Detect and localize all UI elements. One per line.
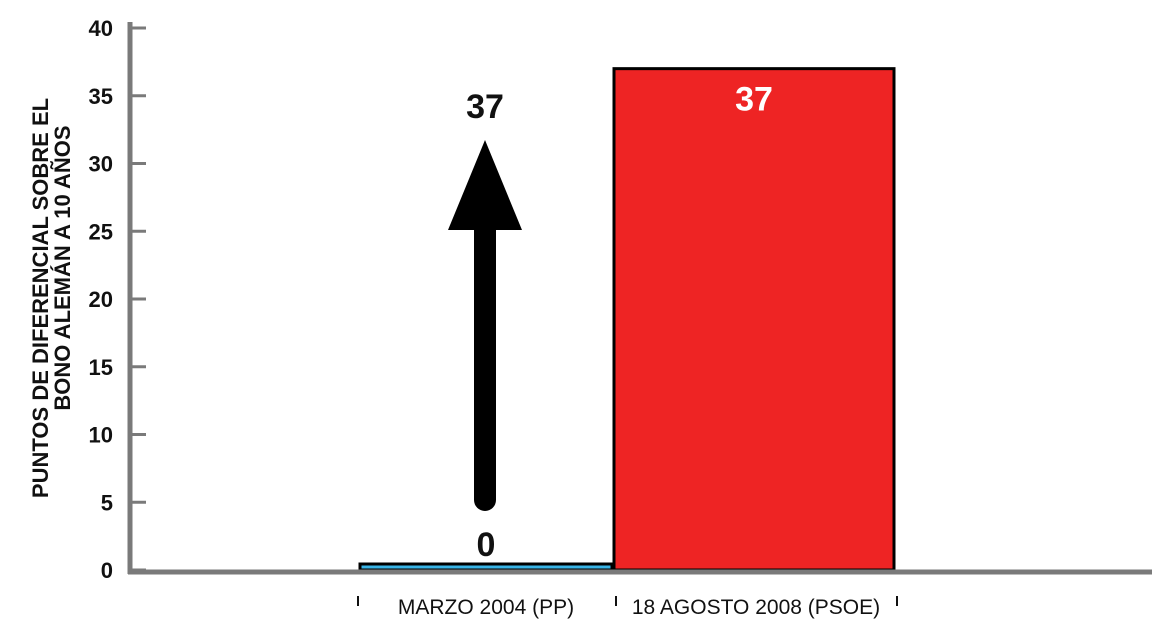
arrow-head bbox=[448, 140, 522, 230]
y-axis-title: PUNTOS DE DIFERENCIAL SOBRE EL BONO ALEM… bbox=[28, 98, 75, 498]
y-axis-title-line-2: BONO ALEMÁN A 10 AÑOS bbox=[50, 125, 75, 410]
arrow-annotation: 37 bbox=[448, 88, 522, 511]
y-tick-label-25: 25 bbox=[89, 219, 113, 244]
axes bbox=[127, 22, 1152, 575]
y-tick-label-15: 15 bbox=[89, 355, 113, 380]
y-tick-label-20: 20 bbox=[89, 287, 113, 312]
y-tick-label-30: 30 bbox=[89, 152, 113, 177]
bars: 0 37 bbox=[358, 67, 896, 572]
data-label-1: 0 bbox=[477, 526, 496, 564]
bar-1 bbox=[358, 562, 614, 572]
y-tick-label-40: 40 bbox=[89, 16, 113, 41]
bar-2 bbox=[612, 67, 896, 572]
category-label-1: MARZO 2004 (PP) bbox=[398, 596, 574, 619]
y-tick-label-10: 10 bbox=[89, 423, 113, 448]
y-axis-ticks: 0 5 10 15 20 25 30 35 40 bbox=[89, 16, 146, 583]
y-tick-label-35: 35 bbox=[89, 84, 113, 109]
category-labels: MARZO 2004 (PP) 18 AGOSTO 2008 (PSOE) bbox=[357, 596, 898, 619]
y-tick-label-5: 5 bbox=[101, 490, 113, 515]
y-axis-title-line-1: PUNTOS DE DIFERENCIAL SOBRE EL bbox=[28, 98, 53, 498]
y-tick-label-0: 0 bbox=[101, 558, 113, 583]
category-label-2: 18 AGOSTO 2008 (PSOE) bbox=[632, 596, 880, 619]
arrow-label: 37 bbox=[466, 88, 504, 126]
data-label-2: 37 bbox=[735, 81, 773, 119]
